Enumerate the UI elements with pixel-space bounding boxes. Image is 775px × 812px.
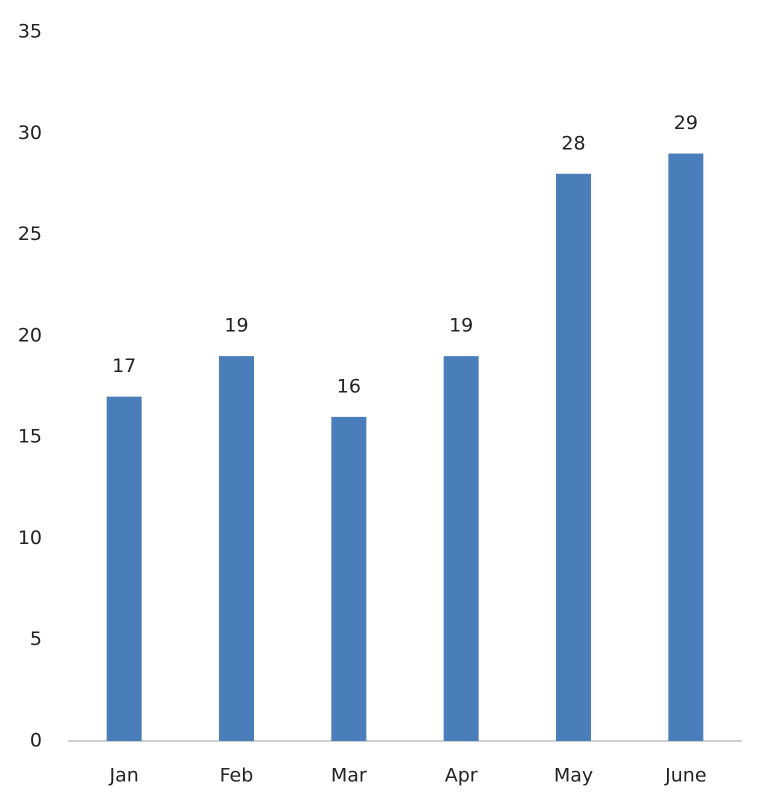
y-tick-label: 0 [30,730,42,752]
y-tick-label: 10 [18,527,42,549]
bar [668,153,704,742]
data-label: 19 [449,315,473,337]
data-label: 29 [674,112,698,134]
bar [106,396,142,741]
x-tick-label: Mar [331,765,367,787]
x-tick-label: Jan [109,765,139,787]
data-label: 17 [112,355,136,377]
bar [556,173,591,742]
x-tick-label: May [554,765,593,787]
data-label: 19 [224,315,248,337]
bar [219,356,254,741]
y-tick-label: 35 [18,21,42,43]
y-tick-label: 30 [18,122,42,144]
bar [331,416,367,741]
y-tick-label: 25 [18,223,42,245]
x-tick-label: June [664,765,706,787]
bar [443,356,479,741]
x-tick-label: Feb [220,765,254,787]
data-label: 16 [337,375,361,397]
x-tick-label: Apr [445,765,478,787]
y-tick-label: 15 [18,426,42,448]
data-label: 28 [561,132,585,154]
y-tick-label: 5 [30,628,42,650]
y-tick-label: 20 [18,324,42,346]
